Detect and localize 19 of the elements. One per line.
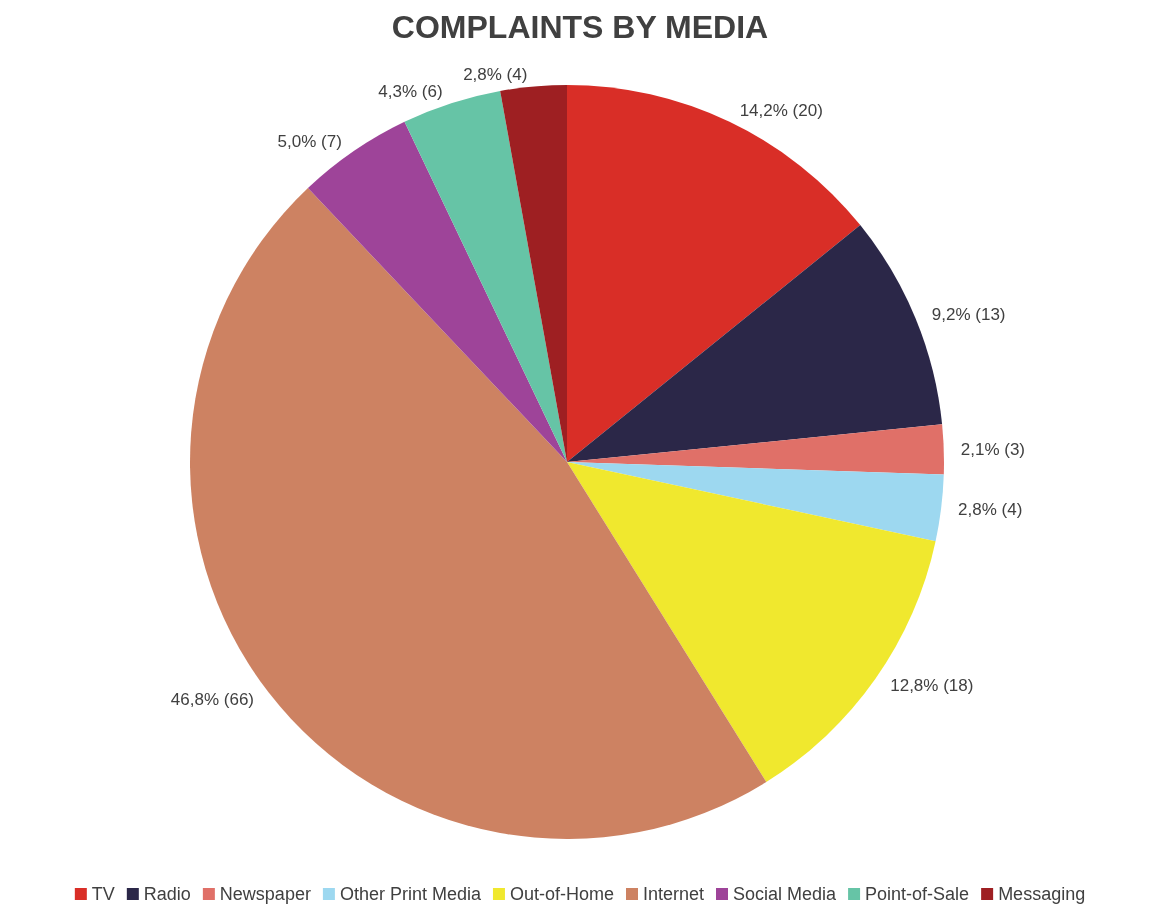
data-label: 2,8% (4) bbox=[463, 65, 528, 85]
chart-title: COMPLAINTS BY MEDIA bbox=[391, 9, 769, 45]
data-label: 9,2% (13) bbox=[931, 304, 1006, 324]
legend-label: Point-of-Sale bbox=[865, 884, 970, 904]
legend-label: Radio bbox=[143, 884, 191, 904]
legend-label: Other Print Media bbox=[339, 884, 482, 904]
data-label: 2,8% (4) bbox=[958, 500, 1023, 520]
legend-label: Out-of-Home bbox=[509, 884, 614, 904]
legend-label: Newspaper bbox=[219, 884, 311, 904]
data-label: 5,0% (7) bbox=[277, 131, 342, 151]
data-label: 2,1% (3) bbox=[960, 439, 1026, 459]
legend-label: Social Media bbox=[733, 884, 838, 904]
data-label: 4,3% (6) bbox=[378, 82, 443, 102]
legend-label: Internet bbox=[642, 884, 705, 904]
data-label: 12,8% (18) bbox=[890, 676, 974, 696]
legend-label: TV bbox=[91, 884, 115, 904]
data-label: 46,8% (66) bbox=[170, 690, 255, 710]
data-label: 14,2% (20) bbox=[739, 101, 823, 121]
legend-label: Messaging bbox=[998, 884, 1086, 904]
